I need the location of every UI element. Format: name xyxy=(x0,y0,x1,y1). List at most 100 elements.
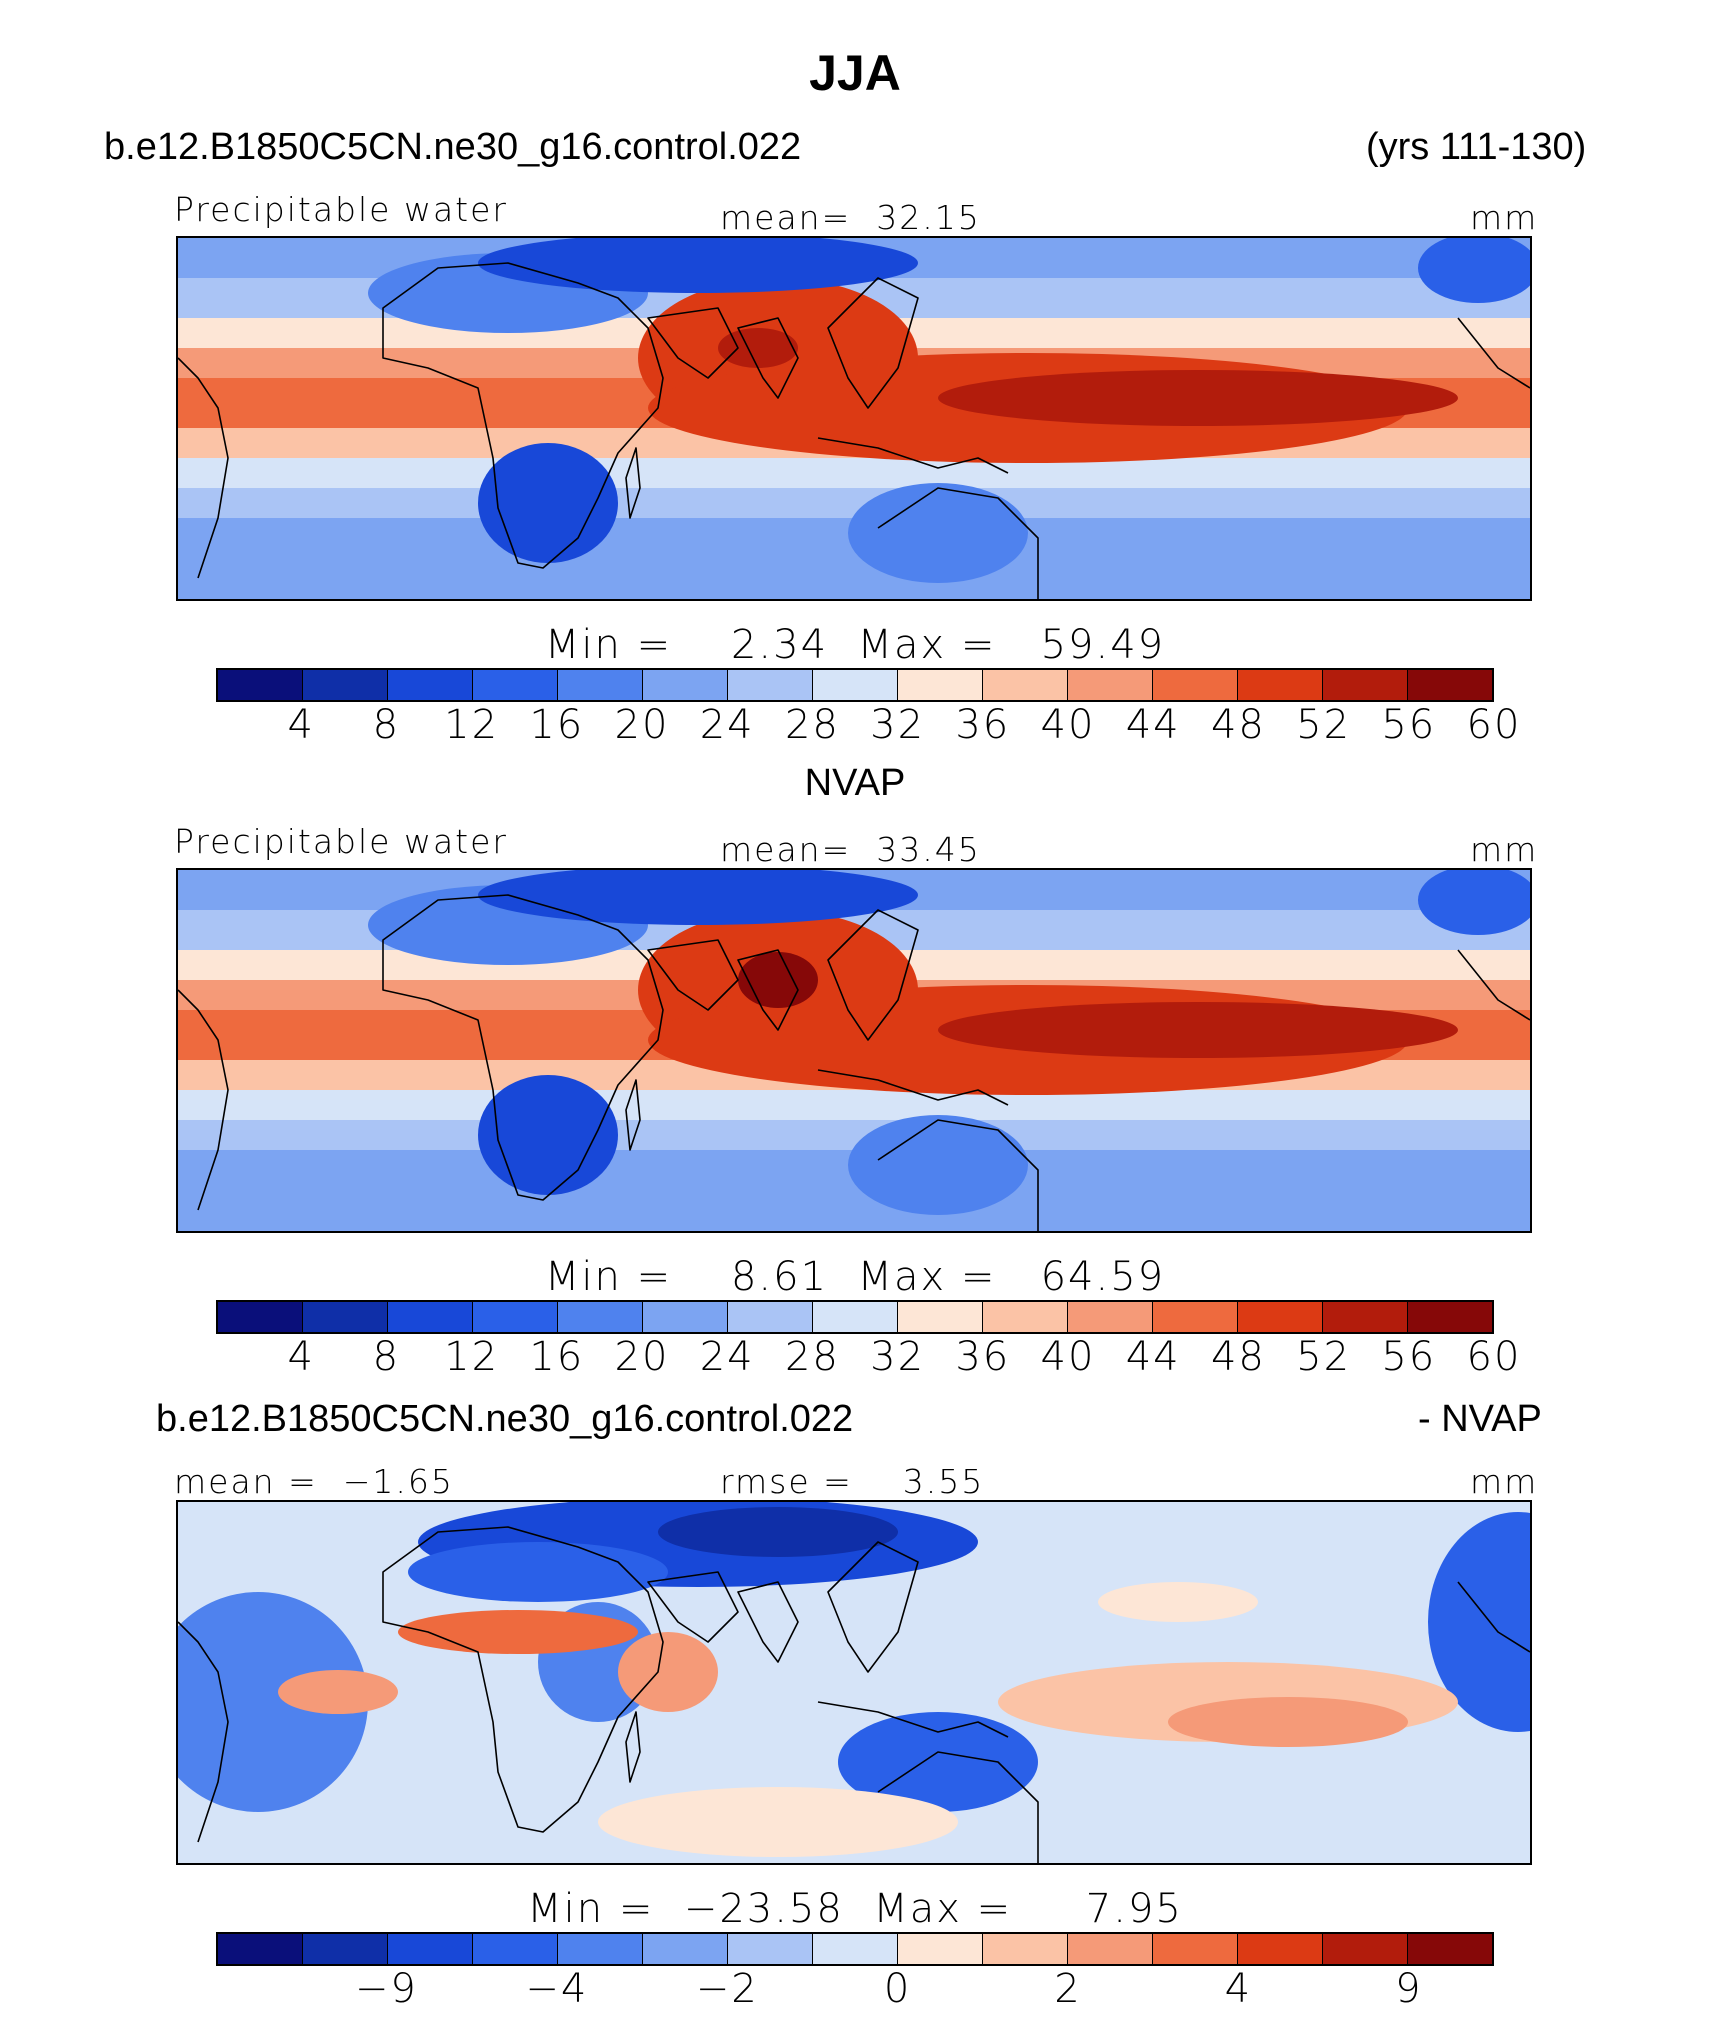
colorbar-tick-label: 40 xyxy=(1040,1334,1096,1380)
colorbar-tick-label: 28 xyxy=(784,1334,840,1380)
colorbar-swatch xyxy=(898,1934,983,1964)
colorbar-tick-label: −4 xyxy=(525,1966,589,2012)
panel1-mean-value: 32.15 xyxy=(876,198,981,237)
panel2-units: mm xyxy=(1470,830,1539,869)
colorbar-tick-label: −9 xyxy=(354,1966,418,2012)
panel3-minmax: Min = −23.58 Max = 7.95 xyxy=(0,1886,1710,1932)
colorbar-swatch xyxy=(1068,1934,1153,1964)
panel3-map xyxy=(176,1500,1532,1865)
colorbar-swatch xyxy=(813,1302,898,1332)
colorbar-swatch xyxy=(558,1934,643,1964)
panel1-mean-label: mean= xyxy=(720,198,852,237)
colorbar-tick-label: 44 xyxy=(1125,1334,1181,1380)
colorbar-swatch xyxy=(643,670,728,700)
colorbar-tick-label: 16 xyxy=(529,1334,585,1380)
field-contour xyxy=(598,1787,958,1857)
field-contour xyxy=(838,1712,1038,1812)
colorbar-swatch xyxy=(1408,1302,1492,1332)
field-contour xyxy=(848,483,1028,583)
colorbar-tick-label: 36 xyxy=(955,702,1011,748)
colorbar-swatch xyxy=(218,670,303,700)
panel1-units: mm xyxy=(1470,198,1539,237)
field-contour xyxy=(478,443,618,563)
panel3-rmse-value: 3.55 xyxy=(902,1462,985,1501)
colorbar-swatch xyxy=(1153,1302,1238,1332)
colorbar-tick-label: 16 xyxy=(529,702,585,748)
field-contour xyxy=(478,870,918,925)
panel1-minmax: Min = 2.34 Max = 59.49 xyxy=(0,622,1710,668)
colorbar-tick-label: 12 xyxy=(444,702,500,748)
colorbar-swatch xyxy=(813,670,898,700)
colorbar-tick-label: 60 xyxy=(1466,1334,1522,1380)
panel3-mean-label: mean = xyxy=(174,1462,318,1501)
colorbar-tick-label: 52 xyxy=(1296,702,1352,748)
colorbar-tick-label: 48 xyxy=(1210,1334,1266,1380)
colorbar-swatch xyxy=(898,1302,983,1332)
diff-suffix: - NVAP xyxy=(1418,1398,1542,1440)
panel2-variable: Precipitable water xyxy=(174,822,508,861)
colorbar-swatch xyxy=(1068,1302,1153,1332)
coastlines xyxy=(178,894,1530,1231)
panel1-max-label: Max = xyxy=(857,622,997,668)
figure-title: JJA xyxy=(809,45,901,101)
diff-map xyxy=(178,1502,1530,1863)
field-contour xyxy=(658,1507,898,1557)
colorbar-swatch xyxy=(558,670,643,700)
colorbar-tick-label: 36 xyxy=(955,1334,1011,1380)
colorbar-tick-label: 40 xyxy=(1040,702,1096,748)
colorbar-swatch xyxy=(898,670,983,700)
colorbar-tick-label: 8 xyxy=(372,1334,401,1380)
colorbar-swatch xyxy=(473,670,558,700)
panel3-units: mm xyxy=(1470,1462,1539,1501)
colorbar-swatch xyxy=(218,1934,303,1964)
colorbar-tick-label: 20 xyxy=(614,702,670,748)
colorbar-tick-label: −2 xyxy=(695,1966,759,2012)
colorbar-tick-label: 20 xyxy=(614,1334,670,1380)
colorbar-swatch xyxy=(983,1302,1068,1332)
colorbar-swatch xyxy=(388,670,473,700)
years-label: (yrs 111-130) xyxy=(1366,126,1587,168)
colorbar-swatch xyxy=(1408,670,1492,700)
colorbar-swatch xyxy=(1323,670,1408,700)
panel2-colorbar xyxy=(216,1300,1494,1334)
colorbar-swatch xyxy=(1238,1302,1323,1332)
panel1-min-value: 2.34 xyxy=(730,622,829,668)
panel1-mean: mean= 32.15 xyxy=(720,198,981,237)
colorbar-swatch xyxy=(303,1934,388,1964)
colorbar-tick-label: 4 xyxy=(287,702,315,748)
field-contour xyxy=(1418,870,1530,935)
field-contour xyxy=(938,1002,1458,1058)
panel3-rmse: rmse = 3.55 xyxy=(720,1462,984,1501)
panel1-min-label: Min = xyxy=(544,622,673,668)
colorbar-tick-label: 32 xyxy=(870,702,926,748)
coastlines xyxy=(178,1526,1530,1863)
field-contour xyxy=(398,1610,638,1654)
colorbar-swatch xyxy=(1068,670,1153,700)
field-contour xyxy=(938,370,1458,426)
colorbar-swatch xyxy=(1238,670,1323,700)
panel3-min-label: Min = xyxy=(527,1886,655,1932)
colorbar-tick-label: 44 xyxy=(1125,702,1181,748)
field-contour xyxy=(1428,1512,1530,1732)
field-band xyxy=(178,458,1530,488)
colorbar-swatch xyxy=(728,670,813,700)
obs-title: NVAP xyxy=(804,762,906,804)
colorbar-swatch xyxy=(388,1302,473,1332)
colorbar-tick-label: 8 xyxy=(372,702,401,748)
field-contour xyxy=(478,1075,618,1195)
panel2-minmax: Min = 8.61 Max = 64.59 xyxy=(0,1254,1710,1300)
field-contour xyxy=(618,1632,718,1712)
field-contour xyxy=(478,238,918,293)
colorbar-swatch xyxy=(983,1934,1068,1964)
field-contour xyxy=(178,1592,368,1812)
colorbar-swatch xyxy=(1238,1934,1323,1964)
colorbar-tick-label: 56 xyxy=(1381,702,1437,748)
colorbar-swatch xyxy=(1408,1934,1492,1964)
panel3-colorbar xyxy=(216,1932,1494,1966)
colorbar-swatch xyxy=(303,1302,388,1332)
panel2-mean-value: 33.45 xyxy=(876,830,981,869)
colorbar-swatch xyxy=(473,1934,558,1964)
colorbar-tick-label: 4 xyxy=(1224,1966,1253,2012)
panel1-colorbar xyxy=(216,668,1494,702)
panel1-map xyxy=(176,236,1532,601)
